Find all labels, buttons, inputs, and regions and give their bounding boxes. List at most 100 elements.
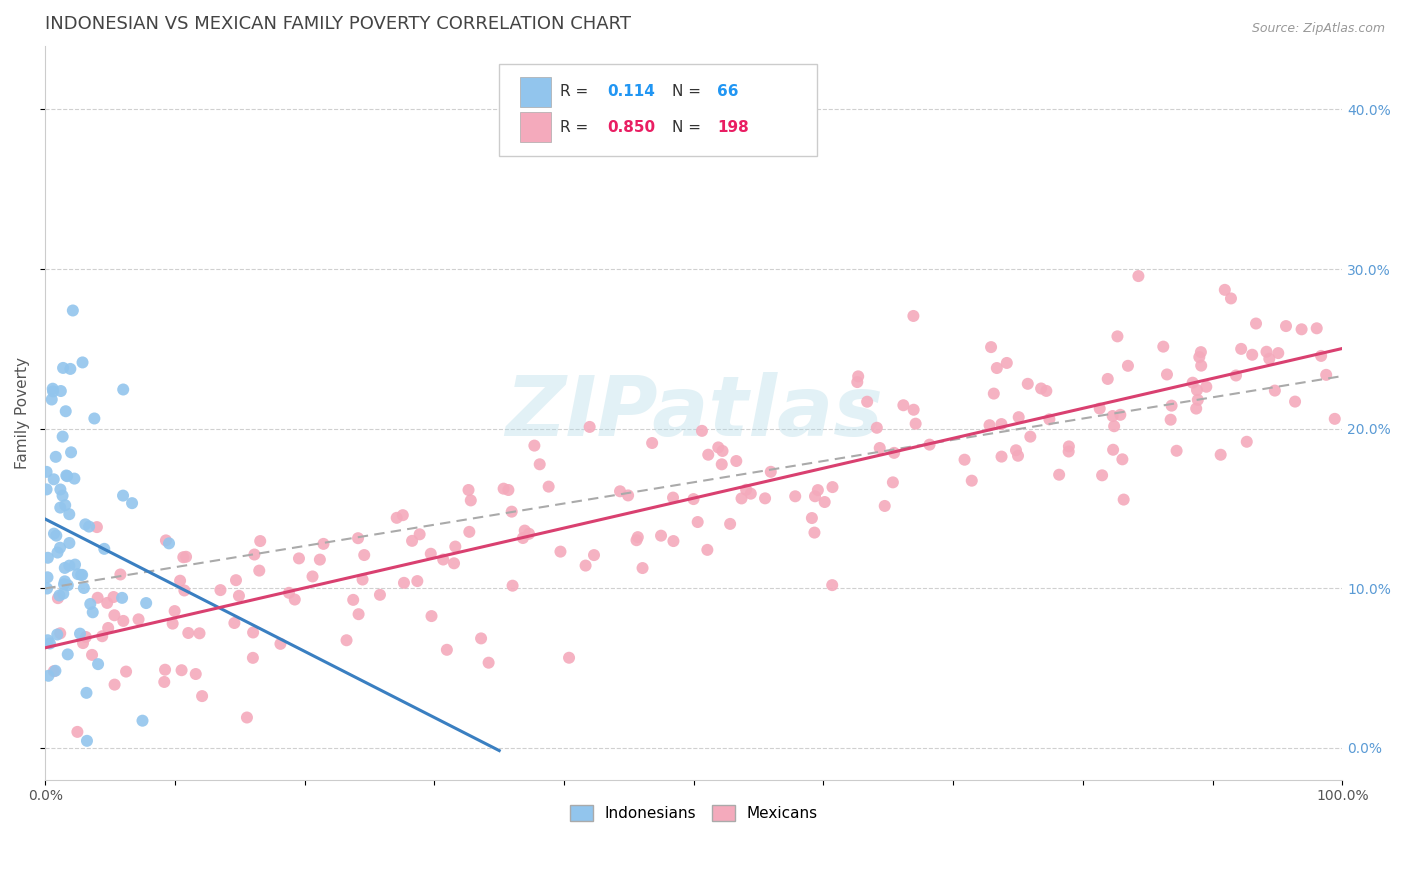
Point bbox=[856, 394, 879, 409]
Point bbox=[46, 627, 69, 641]
Point bbox=[86, 591, 108, 605]
Point bbox=[1267, 346, 1289, 360]
Point bbox=[419, 547, 441, 561]
Point bbox=[70, 567, 93, 582]
Point bbox=[111, 591, 134, 605]
Point bbox=[517, 526, 540, 541]
Point bbox=[52, 429, 75, 443]
Point bbox=[1088, 401, 1111, 416]
Point bbox=[408, 527, 430, 541]
Point bbox=[436, 642, 458, 657]
Point bbox=[512, 531, 534, 545]
Point bbox=[224, 615, 246, 630]
Point bbox=[457, 483, 479, 497]
Point bbox=[385, 511, 408, 525]
Point bbox=[1152, 340, 1174, 354]
Point bbox=[478, 656, 501, 670]
Point bbox=[155, 533, 177, 548]
Point bbox=[41, 382, 63, 396]
Point bbox=[686, 515, 709, 529]
Point bbox=[1323, 412, 1346, 426]
Point bbox=[1310, 349, 1333, 363]
Point bbox=[1128, 269, 1150, 284]
Point bbox=[707, 441, 730, 455]
Point bbox=[53, 561, 76, 575]
Point bbox=[627, 530, 650, 544]
Point bbox=[177, 626, 200, 640]
Point bbox=[135, 596, 157, 610]
Point bbox=[492, 482, 515, 496]
Point bbox=[110, 567, 132, 582]
Point bbox=[697, 448, 720, 462]
Point bbox=[391, 508, 413, 523]
Point bbox=[243, 548, 266, 562]
Point bbox=[800, 511, 823, 525]
Point bbox=[1315, 368, 1337, 382]
Point bbox=[38, 636, 60, 650]
Point bbox=[1185, 401, 1208, 416]
Point bbox=[710, 458, 733, 472]
Point bbox=[35, 582, 58, 596]
Point bbox=[228, 589, 250, 603]
Point bbox=[1156, 368, 1178, 382]
Point bbox=[432, 552, 454, 566]
Point bbox=[626, 533, 648, 548]
Point bbox=[1160, 413, 1182, 427]
Text: N =: N = bbox=[672, 85, 706, 99]
Text: R =: R = bbox=[560, 85, 593, 99]
Point bbox=[641, 436, 664, 450]
Point bbox=[170, 663, 193, 677]
Text: 198: 198 bbox=[717, 120, 749, 135]
Point bbox=[1188, 350, 1211, 364]
Point bbox=[269, 637, 291, 651]
Point bbox=[1166, 443, 1188, 458]
Point bbox=[103, 608, 125, 623]
Point bbox=[35, 465, 58, 479]
Point bbox=[1116, 359, 1139, 373]
Point bbox=[759, 465, 782, 479]
Point bbox=[69, 626, 91, 640]
Point bbox=[990, 417, 1012, 431]
Point bbox=[56, 648, 79, 662]
Point bbox=[882, 475, 904, 490]
Point bbox=[502, 579, 524, 593]
Point bbox=[1291, 322, 1313, 336]
Point bbox=[1111, 452, 1133, 467]
Point bbox=[184, 667, 207, 681]
Point bbox=[785, 489, 807, 503]
Point bbox=[103, 590, 125, 604]
Point bbox=[903, 309, 925, 323]
Point bbox=[1213, 283, 1236, 297]
Point bbox=[49, 483, 72, 497]
Point bbox=[75, 630, 97, 644]
Point bbox=[52, 586, 75, 600]
Point bbox=[247, 564, 270, 578]
Point bbox=[558, 650, 581, 665]
Point bbox=[420, 609, 443, 624]
Point bbox=[1097, 372, 1119, 386]
Point bbox=[1007, 449, 1029, 463]
Point bbox=[72, 355, 94, 369]
Point bbox=[46, 591, 69, 606]
Point bbox=[236, 710, 259, 724]
Point bbox=[188, 626, 211, 640]
Point bbox=[284, 592, 307, 607]
Point bbox=[1019, 430, 1042, 444]
Text: ZIPatlas: ZIPatlas bbox=[505, 372, 883, 453]
Point bbox=[83, 411, 105, 425]
Point bbox=[97, 621, 120, 635]
Point bbox=[814, 495, 837, 509]
Point bbox=[953, 452, 976, 467]
Point bbox=[209, 583, 232, 598]
Point bbox=[53, 498, 76, 512]
Point bbox=[131, 714, 153, 728]
Point bbox=[35, 483, 58, 497]
Point bbox=[631, 561, 654, 575]
Point bbox=[278, 586, 301, 600]
Point bbox=[1220, 292, 1243, 306]
Point bbox=[995, 356, 1018, 370]
Point bbox=[37, 633, 59, 648]
Point bbox=[169, 574, 191, 588]
Point bbox=[1241, 348, 1264, 362]
Point bbox=[77, 519, 100, 533]
